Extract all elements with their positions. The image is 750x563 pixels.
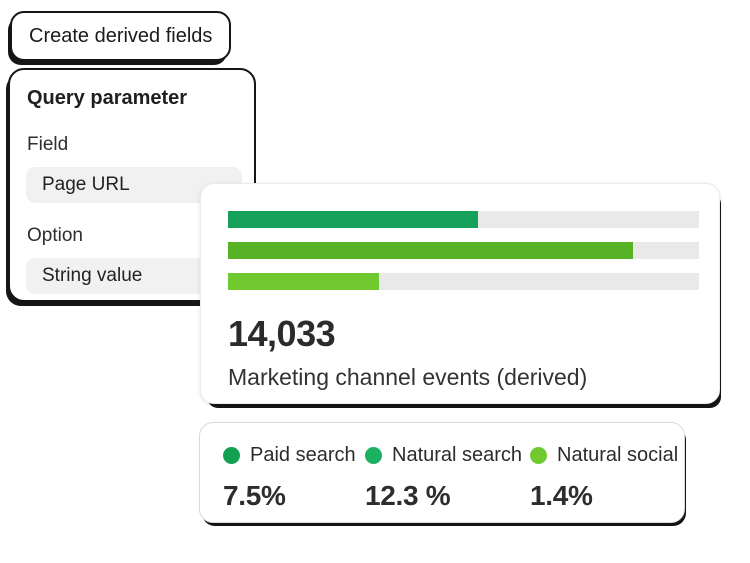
field-label: Field bbox=[27, 134, 69, 155]
legend-label: Paid search bbox=[250, 444, 356, 466]
legend-value: 12.3 % bbox=[365, 480, 451, 511]
bar-track-paid-search bbox=[228, 211, 699, 228]
create-derived-fields-button[interactable]: Create derived fields bbox=[10, 11, 232, 61]
option-label: Option bbox=[27, 225, 83, 246]
bar-fill-paid-search bbox=[228, 211, 478, 228]
legend-card: Paid search 7.5% Natural search 12.3 % N… bbox=[199, 422, 685, 523]
bar-track-natural-search bbox=[228, 242, 699, 259]
option-select-value: String value bbox=[42, 265, 143, 286]
create-derived-fields-label: Create derived fields bbox=[29, 24, 213, 47]
legend-item-paid-search: Paid search 7.5% bbox=[223, 444, 356, 512]
legend-label: Natural social bbox=[557, 444, 679, 466]
natural-social-dot-icon bbox=[530, 447, 547, 464]
field-select-value: Page URL bbox=[42, 174, 130, 195]
legend-item-natural-search: Natural search 12.3 % bbox=[365, 444, 522, 512]
natural-search-dot-icon bbox=[365, 447, 382, 464]
legend-value: 1.4% bbox=[530, 480, 593, 511]
query-parameter-title: Query parameter bbox=[27, 87, 188, 109]
metric-label: Marketing channel events (derived) bbox=[228, 364, 588, 390]
legend-label: Natural search bbox=[392, 444, 523, 466]
bar-fill-natural-social bbox=[228, 273, 379, 290]
metric-value: 14,033 bbox=[228, 313, 336, 354]
legend-item-natural-social: Natural social 1.4% bbox=[530, 444, 678, 512]
bar-track-natural-social bbox=[228, 273, 699, 290]
bar-fill-natural-search bbox=[228, 242, 634, 259]
legend-value: 7.5% bbox=[223, 480, 286, 511]
marketing-channel-chart-card: 14,033 Marketing channel events (derived… bbox=[200, 183, 720, 404]
paid-search-dot-icon bbox=[223, 447, 240, 464]
